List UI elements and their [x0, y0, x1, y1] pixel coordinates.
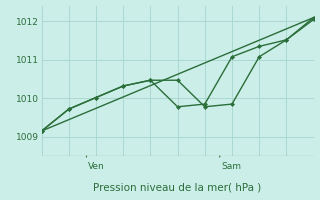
Text: Sam: Sam — [221, 162, 241, 171]
Text: Ven: Ven — [88, 162, 105, 171]
Text: Pression niveau de la mer( hPa ): Pression niveau de la mer( hPa ) — [93, 183, 262, 193]
